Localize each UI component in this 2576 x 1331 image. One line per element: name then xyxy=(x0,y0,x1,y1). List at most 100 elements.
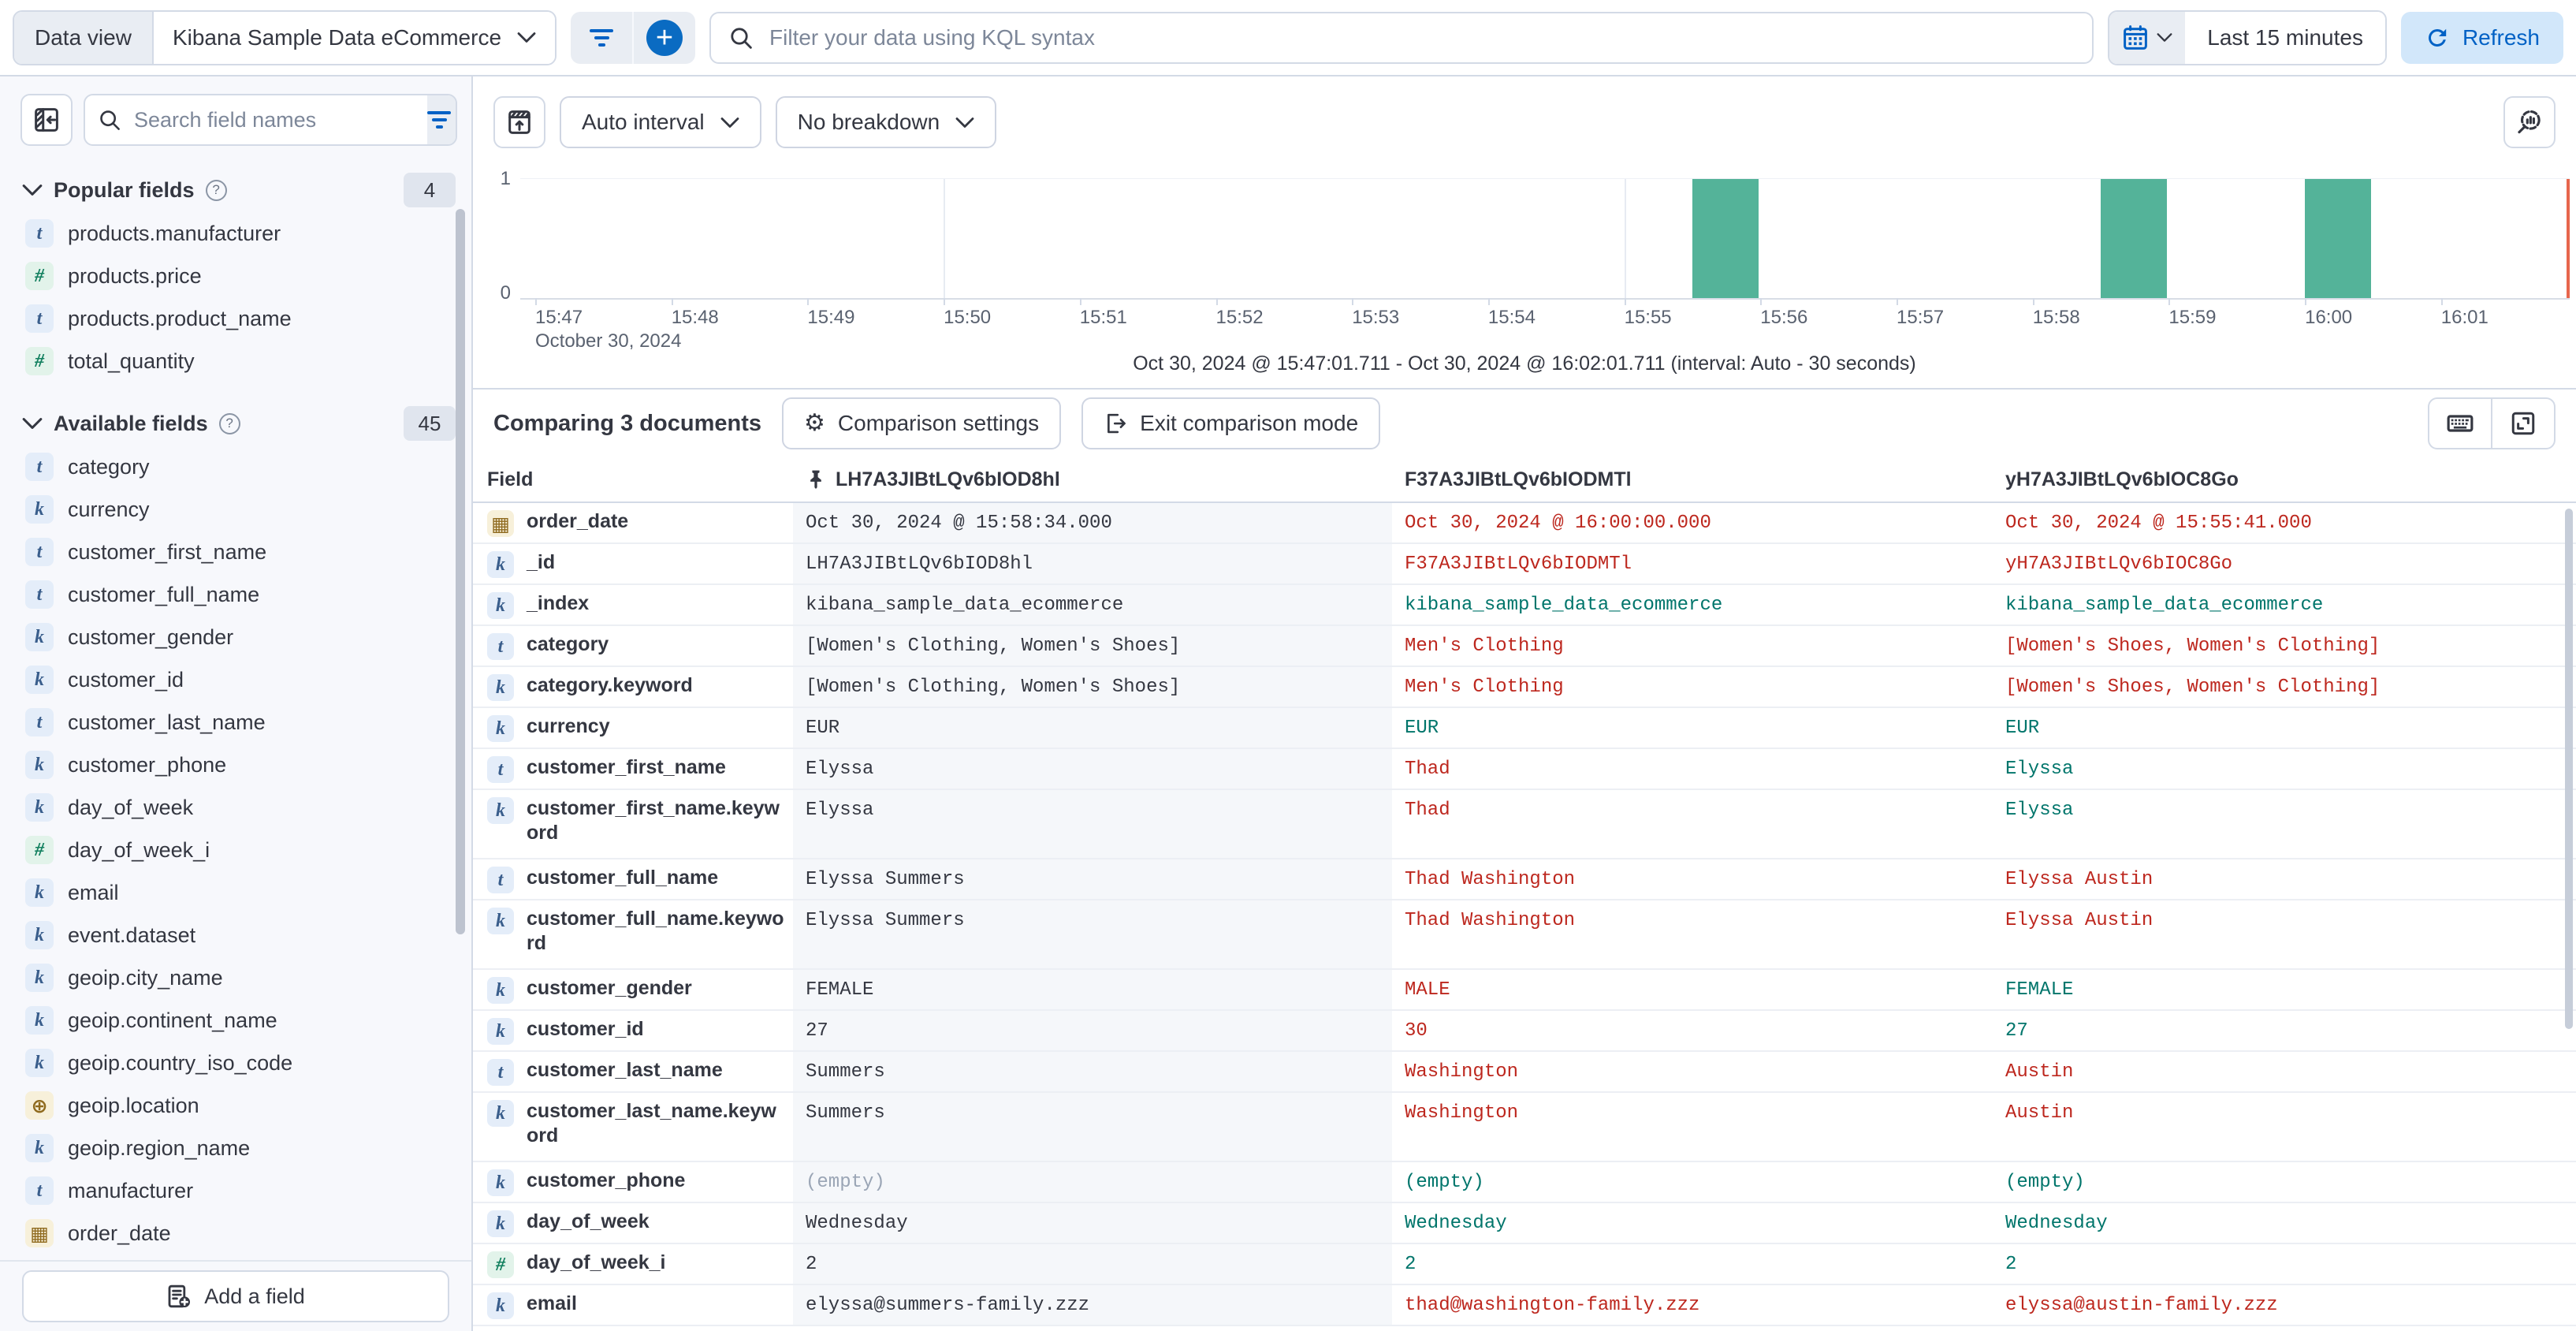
table-row: # day_of_week_i 2 2 2 xyxy=(473,1244,2576,1285)
comparison-doc-cell: F37A3JIBtLQv6bIODMTl xyxy=(1392,544,1993,583)
base-doc-cell: [Women's Clothing, Women's Shoes] xyxy=(793,667,1392,707)
doc-column-header[interactable]: yH7A3JIBtLQv6bIOC8Go xyxy=(2005,468,2576,491)
cell-value: Elyssa xyxy=(806,759,874,780)
field-item[interactable]: t customer_full_name xyxy=(0,573,471,616)
field-item[interactable]: t products.manufacturer xyxy=(0,212,471,255)
field-item[interactable]: t products.product_name xyxy=(0,297,471,340)
kql-query-input[interactable] xyxy=(768,24,2075,51)
comparison-doc-cell: Elyssa Austin xyxy=(1993,859,2576,899)
table-row: ▦ order_date Oct 30, 2024 @ 15:58:34.000… xyxy=(473,503,2576,544)
comparison-doc-cell: thad@washington-family.zzz xyxy=(1392,1285,1993,1325)
field-item[interactable]: k geoip.continent_name xyxy=(0,999,471,1042)
field-cell: k customer_phone xyxy=(473,1162,793,1202)
field-item[interactable]: t customer_last_name xyxy=(0,701,471,744)
x-axis-tick-label: 15:51 xyxy=(1079,298,1127,328)
comparison-table-header: Field LH7A3JIBtLQv6bIOD8hl F37A3JIBtLQv6… xyxy=(473,457,2576,503)
field-item[interactable]: k customer_id xyxy=(0,658,471,701)
collapse-sidebar-button[interactable] xyxy=(20,94,73,146)
base-doc-cell: EUR xyxy=(793,708,1392,748)
breakdown-select[interactable]: No breakdown xyxy=(775,96,997,148)
available-fields-header[interactable]: Available fields ? 45 xyxy=(0,401,471,446)
field-cell: k category.keyword xyxy=(473,667,793,707)
comparison-doc-cell: yH7A3JIBtLQv6bIOC8Go xyxy=(1993,544,2576,583)
field-item[interactable]: k currency xyxy=(0,488,471,531)
histogram-plot[interactable] xyxy=(520,178,2570,300)
cell-value: Elyssa Summers xyxy=(806,910,965,931)
field-item[interactable]: k geoip.region_name xyxy=(0,1127,471,1169)
field-item[interactable]: k geoip.country_iso_code xyxy=(0,1042,471,1084)
field-item[interactable]: k email xyxy=(0,871,471,914)
field-cell: k customer_full_name.keyword xyxy=(473,900,793,968)
comparison-doc-cell: MALE xyxy=(1392,970,1993,1009)
field-item[interactable]: k day_of_week xyxy=(0,786,471,829)
field-item[interactable]: # total_quantity xyxy=(0,340,471,382)
fullscreen-button[interactable] xyxy=(2491,399,2554,448)
field-search-input[interactable] xyxy=(132,106,415,133)
keyboard-shortcuts-button[interactable] xyxy=(2429,399,2491,448)
x-axis-tick-label: 15:58 xyxy=(2032,298,2080,328)
field-item[interactable]: k customer_phone xyxy=(0,744,471,786)
cell-value: FEMALE xyxy=(2005,979,2074,1001)
field-name: customer_first_name.keyword xyxy=(527,797,780,844)
field-name: day_of_week xyxy=(527,1210,650,1232)
histogram-bar[interactable] xyxy=(1692,179,1759,298)
edit-visualization-button[interactable] xyxy=(2503,96,2556,148)
field-item[interactable]: ⊕ geoip.location xyxy=(0,1084,471,1127)
field-item[interactable]: ▦ order_date xyxy=(0,1212,471,1255)
field-item[interactable]: t category xyxy=(0,446,471,488)
field-name: day_of_week_i xyxy=(68,837,210,862)
exit-comparison-label: Exit comparison mode xyxy=(1140,411,1359,435)
x-axis-tick-label: 16:01 xyxy=(2440,298,2489,328)
field-search[interactable] xyxy=(85,95,427,144)
field-item[interactable]: k customer_gender xyxy=(0,616,471,658)
field-type-icon: k xyxy=(487,797,514,824)
field-name: customer_phone xyxy=(68,752,227,777)
data-view-name: Kibana Sample Data eCommerce xyxy=(172,24,502,50)
cell-value: elyssa@summers-family.zzz xyxy=(806,1295,1090,1316)
field-search-control: 0 xyxy=(84,94,457,146)
field-item[interactable]: t customer_first_name xyxy=(0,531,471,573)
field-type-icon: t xyxy=(487,756,514,783)
field-item[interactable]: k geoip.city_name xyxy=(0,956,471,999)
field-filter-button[interactable]: 0 xyxy=(427,95,456,144)
histogram-bar[interactable] xyxy=(2101,179,2168,298)
cell-value: 27 xyxy=(806,1020,828,1042)
cell-value: Wednesday xyxy=(806,1213,908,1234)
popular-fields-header[interactable]: Popular fields ? 4 xyxy=(0,168,471,212)
table-row: k _id LH7A3JIBtLQv6bIOD8hl F37A3JIBtLQv6… xyxy=(473,544,2576,585)
table-scrollbar[interactable] xyxy=(2565,509,2573,1029)
x-axis-tick-label: 15:54 xyxy=(1487,298,1536,328)
kql-query-bar[interactable] xyxy=(709,11,2094,64)
field-item[interactable]: # day_of_week_i xyxy=(0,829,471,871)
add-filter-button[interactable]: + xyxy=(646,19,683,56)
interval-select[interactable]: Auto interval xyxy=(560,96,761,148)
field-type-icon: k xyxy=(487,1210,514,1237)
field-item[interactable]: # products.price xyxy=(0,255,471,297)
gridline xyxy=(944,179,946,298)
time-range-display[interactable]: Last 15 minutes xyxy=(2185,11,2385,64)
field-column-header: Field xyxy=(487,468,534,490)
histogram-bar[interactable] xyxy=(2305,179,2372,298)
field-type-icon: k xyxy=(25,623,54,651)
data-view-picker[interactable]: Data view Kibana Sample Data eCommerce xyxy=(13,9,557,65)
field-item[interactable]: k event.dataset xyxy=(0,914,471,956)
doc-column-header-pinned[interactable]: LH7A3JIBtLQv6bIOD8hl xyxy=(806,468,1392,491)
available-fields-count: 45 xyxy=(404,406,456,441)
lens-chart-icon xyxy=(2515,108,2544,136)
exit-comparison-button[interactable]: Exit comparison mode xyxy=(1081,397,1381,449)
comparison-table: Field LH7A3JIBtLQv6bIOD8hl F37A3JIBtLQv6… xyxy=(473,457,2576,1326)
hide-chart-button[interactable] xyxy=(493,96,545,148)
add-field-button[interactable]: Add a field xyxy=(22,1270,449,1322)
table-row: k customer_gender FEMALE MALE FEMALE xyxy=(473,970,2576,1011)
comparison-settings-button[interactable]: ⚙ Comparison settings xyxy=(782,397,1062,449)
field-type-icon: k xyxy=(487,1169,514,1196)
x-axis-tick-label: 15:56 xyxy=(1760,298,1808,328)
doc-column-header[interactable]: F37A3JIBtLQv6bIODMTl xyxy=(1405,468,1993,491)
refresh-button[interactable]: Refresh xyxy=(2400,11,2563,64)
field-item[interactable]: t manufacturer xyxy=(0,1169,471,1212)
sidebar-scrollbar[interactable] xyxy=(456,209,465,934)
data-view-value[interactable]: Kibana Sample Data eCommerce xyxy=(153,11,556,64)
date-quick-select-button[interactable] xyxy=(2109,11,2186,64)
cell-value: EUR xyxy=(2005,718,2040,739)
saved-query-filter-button[interactable] xyxy=(571,11,635,64)
